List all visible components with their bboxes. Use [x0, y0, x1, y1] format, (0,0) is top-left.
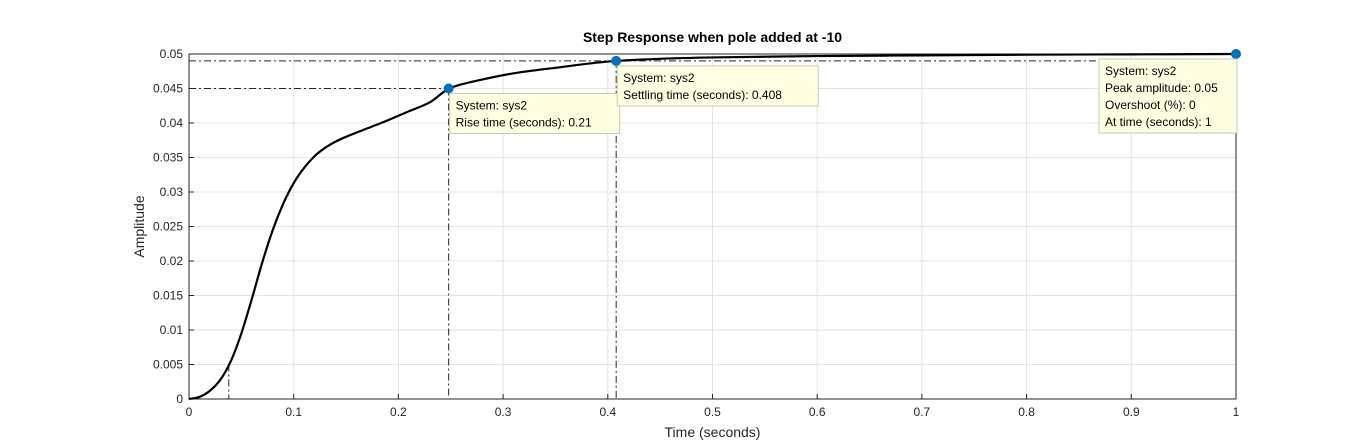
datatip-line: Rise time (seconds): 0.21 [456, 116, 592, 130]
y-axis-label: Amplitude [131, 195, 147, 257]
datatip-marker[interactable] [611, 55, 622, 66]
axes-box [188, 53, 1237, 400]
y-tick-label: 0.045 [153, 82, 183, 96]
datatip-box[interactable]: System: sys2 Peak amplitude: 0.05 Overshoo… [1098, 58, 1238, 134]
x-tick-label: 0.1 [285, 405, 302, 419]
datatip-box[interactable]: System: sys2 Settling time (seconds): 0.4… [616, 65, 819, 107]
chart-title: Step Response when pole added at -10 [583, 29, 842, 45]
x-tick-label: 0.7 [914, 405, 931, 419]
y-tick-label: 0.005 [153, 358, 183, 372]
x-axis-label: Time (seconds) [665, 424, 761, 440]
datatip-line: Overshoot (%): 0 [1105, 98, 1196, 112]
datatip-background [1098, 58, 1238, 134]
y-tick-labels: 0 0.005 0.01 0.015 0.02 0.025 0.03 0.035 0.04 0.0… [153, 47, 183, 406]
x-tick-label: 0.9 [1123, 405, 1140, 419]
x-tick-label: 0 [186, 405, 193, 419]
x-tick-label: 0.4 [599, 405, 616, 419]
datatip-line: Peak amplitude: 0.05 [1105, 81, 1218, 95]
datatip-marker[interactable] [443, 83, 454, 94]
y-tick-label: 0.02 [160, 254, 184, 268]
y-tick-label: 0.025 [153, 220, 183, 234]
datatip-background [449, 93, 621, 134]
datatip-markers [443, 49, 1241, 94]
x-tick-label: 0.3 [495, 405, 512, 419]
x-tick-label: 0.2 [390, 405, 407, 419]
x-tick-label: 0.5 [704, 405, 721, 419]
y-tick-label: 0 [176, 392, 183, 406]
datatip-background [616, 65, 819, 107]
y-tick-label: 0.015 [153, 289, 183, 303]
x-tick-label: 0.8 [1018, 405, 1035, 419]
datatip-marker[interactable] [1231, 49, 1241, 59]
datatip-line: System: sys2 [456, 99, 528, 113]
x-tick-labels: 0 0.1 0.2 0.3 0.4 0.5 0.6 0.7 0.8 0.9 1 [186, 405, 1240, 419]
y-tick-label: 0.04 [160, 116, 184, 130]
y-tick-label: 0.01 [160, 323, 184, 337]
y-tick-label: 0.03 [160, 185, 184, 199]
datatip-line: At time (seconds): 1 [1105, 115, 1212, 129]
y-tick-label: 0.05 [160, 47, 184, 61]
x-tick-label: 1 [1233, 405, 1240, 419]
datatip-line: System: sys2 [623, 71, 695, 85]
series-line-sys2[interactable] [188, 52, 1237, 401]
datatip-line: System: sys2 [1105, 64, 1177, 78]
datatip-line: Settling time (seconds): 0.408 [623, 88, 782, 102]
x-tick-label: 0.6 [809, 405, 826, 419]
y-tick-label: 0.035 [153, 151, 183, 165]
datatip-box[interactable]: System: sys2 Rise time (seconds): 0.21 [449, 93, 621, 134]
